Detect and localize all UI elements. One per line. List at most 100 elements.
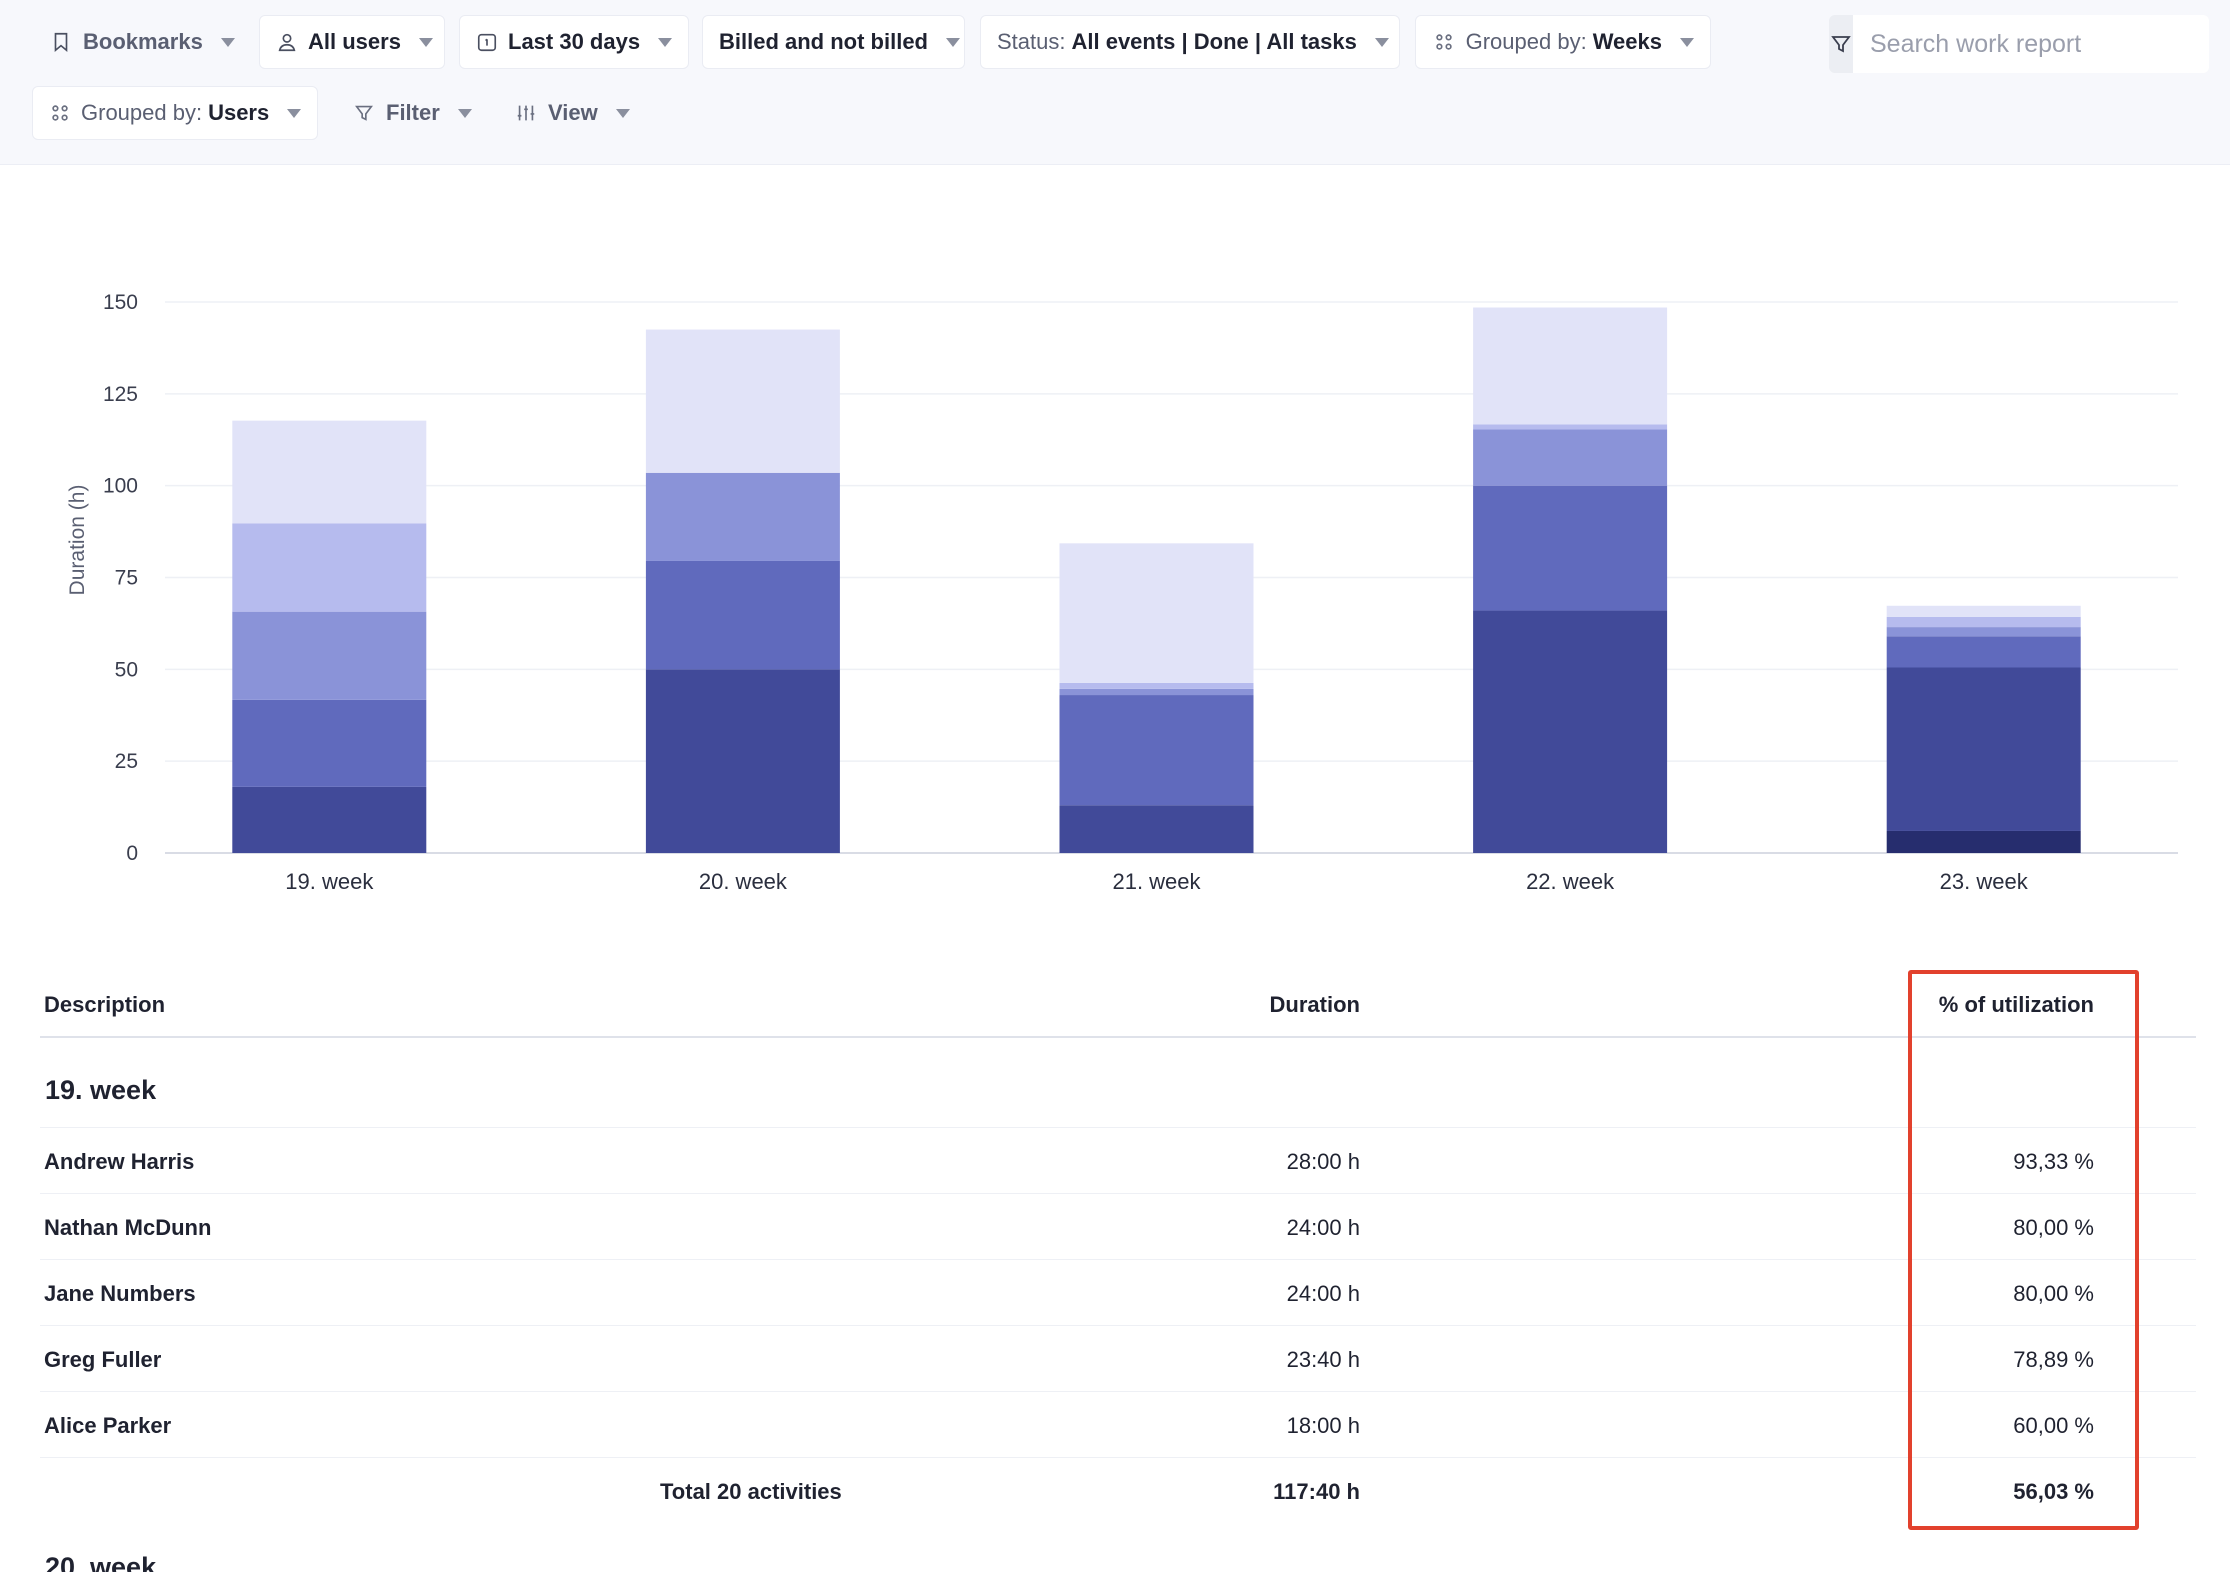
- bar-segment[interactable]: [645, 329, 840, 473]
- bar-segment[interactable]: [1886, 636, 2081, 668]
- bar-segment[interactable]: [1473, 429, 1668, 486]
- y-tick-label: 100: [103, 475, 138, 498]
- grid-icon: [1432, 30, 1456, 54]
- bar-segment[interactable]: [232, 786, 427, 853]
- table-header: Description Duration % of utilization: [40, 968, 2196, 1038]
- date-range-dropdown[interactable]: Last 30 days: [459, 15, 689, 69]
- bar-segment[interactable]: [232, 523, 427, 612]
- chevron-down-icon: [1680, 37, 1694, 47]
- group-by-prefix: Grouped by:: [1465, 29, 1587, 54]
- row-utilization: 80,00 %: [2013, 1215, 2094, 1240]
- bar-segment[interactable]: [645, 669, 840, 853]
- row-utilization: 60,00 %: [2013, 1413, 2094, 1438]
- funnel-icon: [352, 101, 376, 125]
- table-row[interactable]: Andrew Harris 28:00 h 93,33 %: [40, 1128, 2196, 1194]
- work-report-table: Description Duration % of utilization 19…: [40, 968, 2196, 1572]
- bar-segment[interactable]: [1886, 627, 2081, 637]
- bar-segment[interactable]: [232, 611, 427, 700]
- filter-label: Filter: [386, 100, 440, 125]
- search-filter-button[interactable]: [1829, 15, 1853, 73]
- bookmarks-dropdown[interactable]: Bookmarks: [32, 15, 252, 69]
- bar-segment[interactable]: [1886, 667, 2081, 831]
- x-tick-label: 22. week: [1526, 869, 1615, 894]
- bar-segment[interactable]: [1059, 543, 1254, 683]
- chevron-down-icon: [615, 108, 630, 118]
- bar-segment[interactable]: [1886, 830, 2081, 853]
- stacked-bar-chart: 0 25 50 75 100 125 150 19. week 20. week 21. wee…: [66, 291, 2178, 894]
- row-name: Alice Parker: [44, 1413, 172, 1438]
- view-label: View: [548, 100, 598, 125]
- x-tick-label: 19. week: [285, 869, 374, 894]
- y-axis-label: Duration (h): [66, 485, 89, 596]
- group-title: 20. week: [45, 1552, 157, 1572]
- table-row[interactable]: Alice Parker 18:00 h 60,00 %: [40, 1392, 2196, 1458]
- search-box: [1829, 15, 2209, 73]
- bar-segment[interactable]: [1886, 616, 2081, 628]
- row-name: Greg Fuller: [44, 1347, 162, 1372]
- y-tick-label: 25: [115, 750, 138, 773]
- x-tick-label: 23. week: [1940, 869, 2029, 894]
- filter-button[interactable]: Filter: [335, 86, 489, 140]
- bar-segment[interactable]: [1473, 610, 1668, 853]
- total-label: Total 20 activities: [660, 1479, 842, 1504]
- row-duration: 24:00 h: [1286, 1281, 1360, 1306]
- chevron-down-icon: [946, 37, 960, 47]
- status-value: All events | Done | All tasks: [1071, 29, 1357, 54]
- group-by-weeks-dropdown[interactable]: Grouped by: Weeks: [1415, 15, 1711, 69]
- group-header: 19. week: [40, 1038, 2196, 1128]
- date-range-label: Last 30 days: [508, 29, 641, 54]
- group-header: 20. week: [40, 1524, 2196, 1572]
- bar-segment[interactable]: [1059, 682, 1254, 689]
- group-by-prefix: Grouped by:: [81, 100, 203, 125]
- billing-dropdown[interactable]: Billed and not billed: [702, 15, 965, 69]
- column-header-description[interactable]: Description: [44, 992, 166, 1017]
- chevron-down-icon: [418, 37, 433, 47]
- bar-segment[interactable]: [645, 560, 840, 670]
- group-by-value: Weeks: [1592, 29, 1662, 54]
- bar-segment[interactable]: [1473, 307, 1668, 425]
- bar-segment[interactable]: [1059, 695, 1254, 806]
- bar-segment[interactable]: [232, 699, 427, 787]
- search-input[interactable]: [1853, 15, 2209, 73]
- table-row[interactable]: Nathan McDunn 24:00 h 80,00 %: [40, 1194, 2196, 1260]
- x-tick-label: 21. week: [1112, 869, 1201, 894]
- bar-segment[interactable]: [1886, 605, 2081, 617]
- bookmarks-label: Bookmarks: [83, 29, 203, 54]
- users-label: All users: [308, 29, 401, 54]
- chevron-down-icon: [220, 37, 235, 47]
- y-tick-label: 150: [103, 291, 138, 314]
- bar-segment[interactable]: [1059, 805, 1254, 853]
- status-dropdown[interactable]: Status: All events | Done | All tasks: [980, 15, 1400, 69]
- chevron-down-icon: [287, 108, 302, 118]
- bar-segment[interactable]: [1473, 424, 1668, 430]
- filter-toolbar: Bookmarks All users Last 30 days Billed …: [0, 0, 2230, 165]
- column-header-duration[interactable]: Duration: [1269, 992, 1360, 1017]
- y-tick-label: 50: [115, 658, 138, 681]
- duration-chart: 0 25 50 75 100 125 150 19. week 20. week 21. wee…: [0, 165, 2230, 910]
- total-utilization: 56,03 %: [2013, 1479, 2094, 1504]
- view-button[interactable]: View: [497, 86, 647, 140]
- y-tick-label: 0: [126, 842, 138, 865]
- y-tick-label: 75: [115, 567, 138, 590]
- bar-segment[interactable]: [1473, 485, 1668, 611]
- x-tick-label: 20. week: [699, 869, 788, 894]
- column-header-utilization[interactable]: % of utilization: [1938, 992, 2094, 1017]
- bar-segment[interactable]: [232, 420, 427, 524]
- row-name: Andrew Harris: [44, 1149, 195, 1174]
- bar-segment[interactable]: [1059, 688, 1254, 696]
- users-dropdown[interactable]: All users: [259, 15, 445, 69]
- status-prefix: Status:: [997, 29, 1066, 54]
- row-name: Nathan McDunn: [44, 1215, 212, 1240]
- bookmark-icon: [49, 30, 73, 54]
- table-row[interactable]: Greg Fuller 23:40 h 78,89 %: [40, 1326, 2196, 1392]
- calendar-icon: [476, 30, 498, 54]
- group-by-users-dropdown[interactable]: Grouped by: Users: [32, 86, 318, 140]
- row-duration: 28:00 h: [1286, 1149, 1360, 1174]
- chevron-down-icon: [1374, 37, 1389, 47]
- bar-segment[interactable]: [645, 472, 840, 561]
- user-icon: [276, 30, 298, 54]
- total-row: Total 20 activities 117:40 h 56,03 %: [40, 1458, 2196, 1524]
- funnel-icon: [1831, 36, 1851, 53]
- row-name: Jane Numbers: [44, 1281, 196, 1306]
- table-row[interactable]: Jane Numbers 24:00 h 80,00 %: [40, 1260, 2196, 1326]
